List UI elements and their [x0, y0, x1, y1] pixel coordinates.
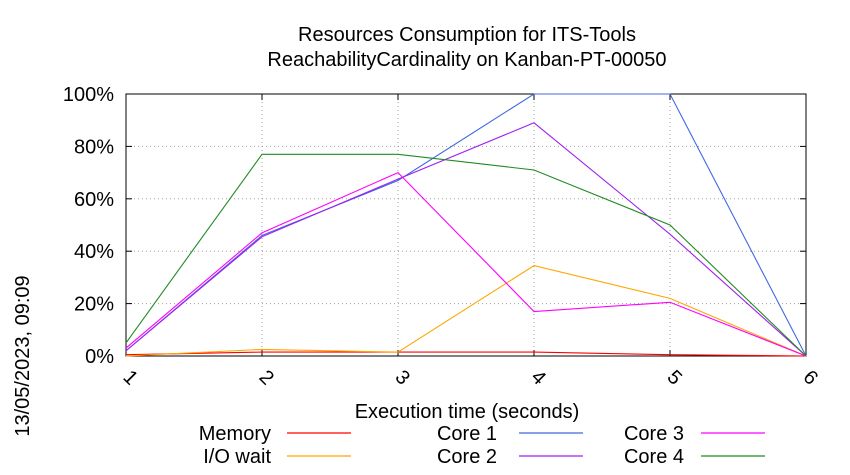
- plot-border: [125, 93, 807, 357]
- y-tick-label: 60%: [74, 189, 114, 211]
- x-tick-label: 2: [255, 366, 278, 389]
- x-tick-label: 6: [799, 366, 822, 389]
- chart-title: Resources Consumption for ITS-Tools: [298, 24, 636, 46]
- series-line-core-2: [125, 122, 807, 357]
- y-tick-label: 0%: [85, 346, 114, 368]
- series-lines: [125, 93, 807, 357]
- series-line-i-o-wait: [125, 265, 807, 357]
- y-tick-labels: 0% 20% 40% 60% 80% 100%: [63, 84, 114, 368]
- legend-label-core-3: Core 3: [624, 423, 684, 445]
- axes: [125, 93, 807, 357]
- legend-label-core-2: Core 2: [437, 446, 497, 468]
- series-line-core-3: [125, 171, 807, 357]
- legend-label-memory: Memory: [199, 423, 271, 445]
- x-tick-labels: 1 2 3 4 5 6: [119, 366, 822, 389]
- legend-label-core-1: Core 1: [437, 423, 497, 445]
- side-timestamp-label: 13/05/2023, 09:09: [12, 275, 34, 436]
- series-line-memory: [125, 351, 807, 357]
- legend-label-core-4: Core 4: [624, 446, 684, 468]
- y-tick-label: 80%: [74, 136, 114, 158]
- y-tick-label: 20%: [74, 294, 114, 316]
- x-tick-label: 5: [663, 366, 686, 389]
- x-tick-label: 1: [119, 366, 142, 389]
- x-tick-label: 4: [527, 366, 550, 389]
- series-line-core-4: [125, 153, 807, 357]
- grid: [126, 93, 806, 356]
- x-tick-label: 3: [391, 366, 414, 389]
- chart-subtitle: ReachabilityCardinality on Kanban-PT-000…: [267, 49, 666, 71]
- y-tick-label: 100%: [63, 84, 114, 106]
- x-axis-label: Execution time (seconds): [355, 401, 580, 423]
- y-tick-label: 40%: [74, 241, 114, 263]
- legend-label-i-o-wait: I/O wait: [203, 446, 271, 468]
- series-line-core-1: [125, 93, 807, 357]
